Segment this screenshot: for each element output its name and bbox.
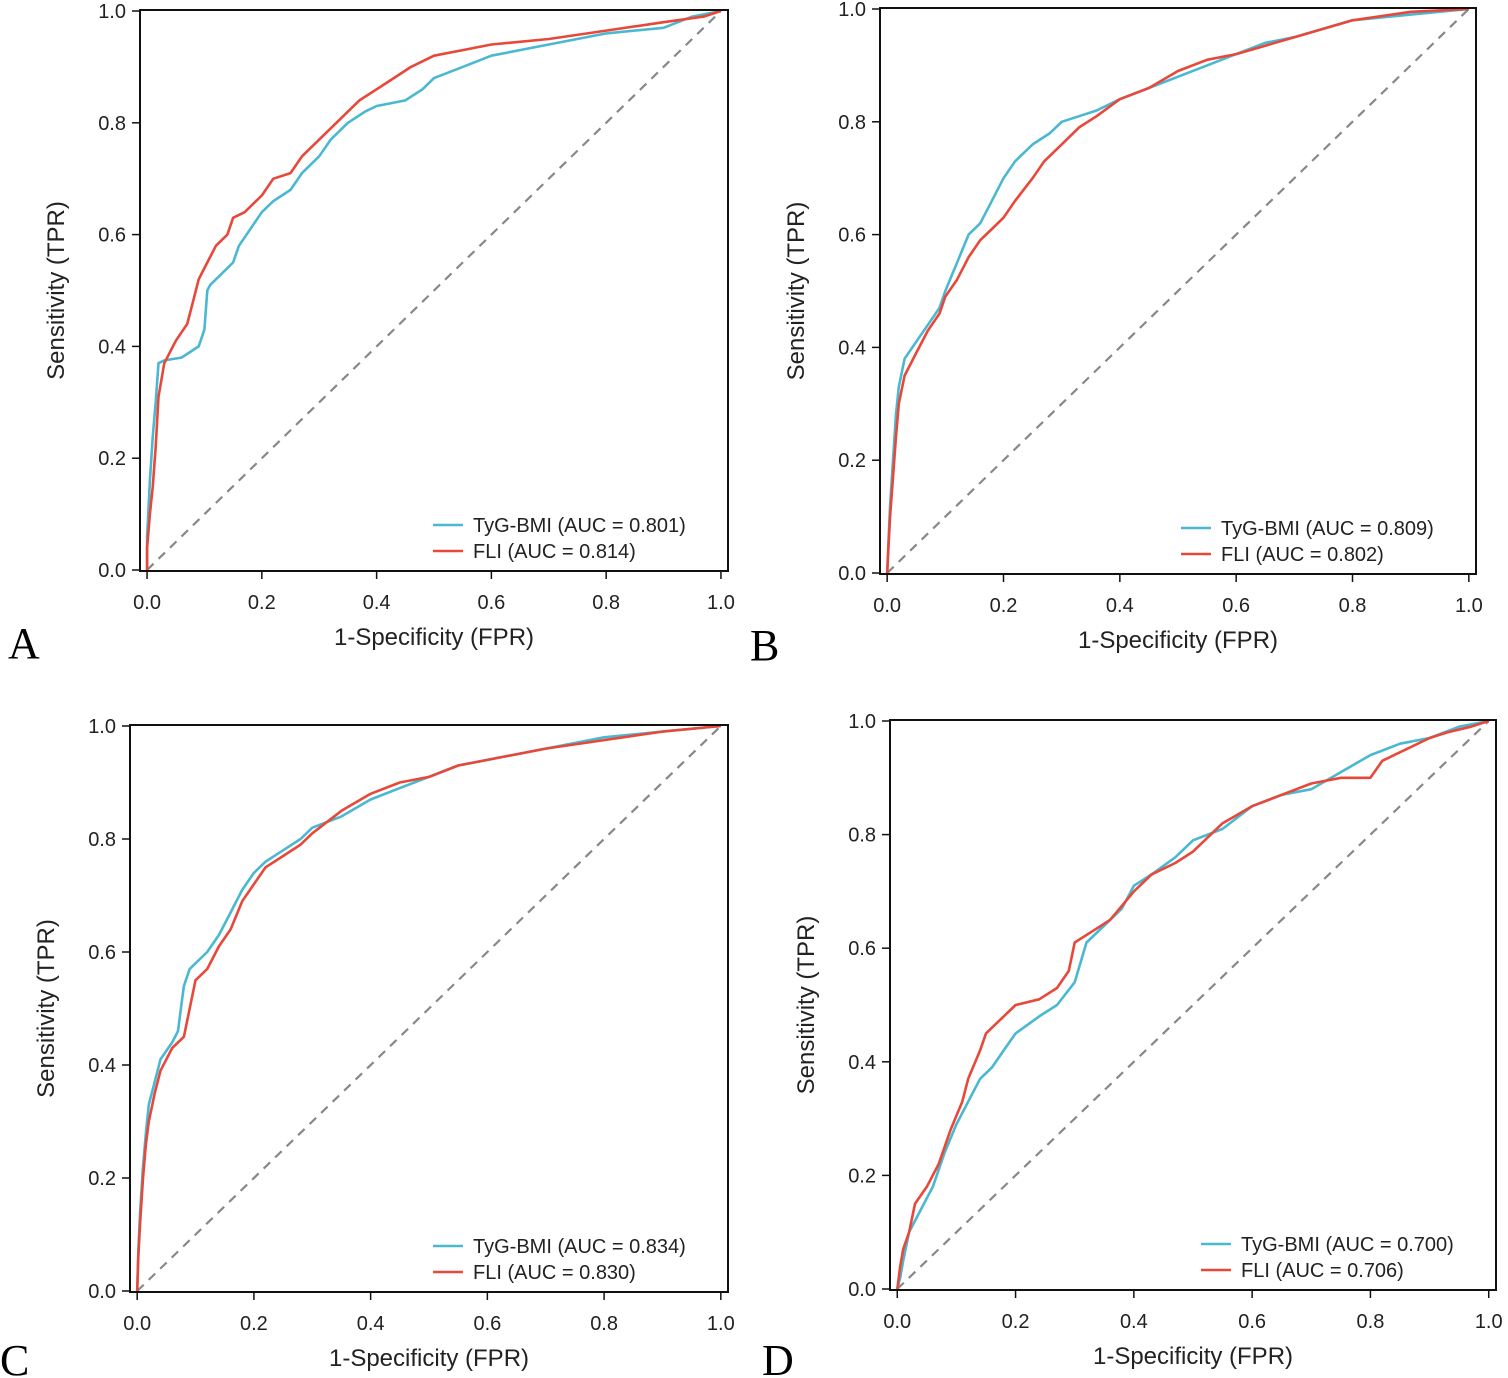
- y-tick-label: 0.8: [838, 112, 866, 134]
- tyg-bmi-legend-label: TyG-BMI (AUC = 0.809): [1221, 518, 1434, 540]
- x-tick-label: 0.4: [357, 1313, 385, 1335]
- y-axis-label: Sensitivity (TPR): [43, 201, 70, 380]
- y-tick-label: 0.4: [98, 336, 126, 358]
- tyg-bmi-legend-label: TyG-BMI (AUC = 0.700): [1241, 1234, 1454, 1256]
- x-axis-label: 1-Specificity (FPR): [334, 624, 534, 651]
- roc-panel-b: 0.0 0.2 0.4 0.6 0.8 1.0 0.0 0.2 0.4 0.6 0.8 1.0 1-Sp…: [750, 0, 1483, 670]
- x-tick-label: 0.6: [473, 1313, 501, 1335]
- y-tick-label: 0.6: [98, 225, 126, 247]
- y-tick-label: 1.0: [838, 0, 866, 21]
- x-tick-label: 0.0: [123, 1313, 151, 1335]
- y-tick-label: 0.2: [98, 448, 126, 470]
- x-tick-label: 0.4: [1120, 1311, 1148, 1333]
- x-tick-label: 0.2: [248, 592, 276, 614]
- tyg-bmi-roc-line: [896, 719, 1489, 1290]
- x-tick-label: 0.6: [1222, 595, 1250, 617]
- y-tick-label: 0.2: [88, 1168, 116, 1190]
- diagonal-reference-line: [896, 720, 1490, 1290]
- x-tick-label: 0.8: [592, 592, 620, 614]
- y-axis-label: Sensitivity (TPR): [33, 919, 60, 1098]
- fli-roc-line: [135, 724, 721, 1292]
- x-tick-label: 1.0: [1455, 595, 1483, 617]
- x-tick-label: 0.6: [1238, 1311, 1266, 1333]
- x-tick-label: 0.8: [590, 1313, 618, 1335]
- x-axis-label: 1-Specificity (FPR): [1078, 627, 1278, 654]
- diagonal-reference-line: [146, 10, 722, 571]
- x-axis-label: 1-Specificity (FPR): [1093, 1343, 1293, 1370]
- panel-letter: D: [762, 1336, 794, 1378]
- y-tick-label: 0.6: [88, 942, 116, 964]
- y-tick-label: 0.4: [838, 337, 866, 359]
- y-tick-label: 0.8: [848, 825, 876, 847]
- fli-legend-label: FLI (AUC = 0.830): [473, 1262, 636, 1284]
- y-tick-label: 0.0: [88, 1281, 116, 1303]
- x-tick-label: 1.0: [1475, 1311, 1503, 1333]
- fli-roc-line: [145, 9, 722, 570]
- x-tick-label: 0.8: [1357, 1311, 1385, 1333]
- roc-panel-d: 0.0 0.2 0.4 0.6 0.8 1.0 0.0 0.2 0.4 0.6 0.8 1.0 1-Sp…: [762, 711, 1503, 1378]
- x-tick-label: 1.0: [707, 1313, 735, 1335]
- x-tick-label: 0.2: [1002, 1311, 1030, 1333]
- panel-letter: C: [0, 1336, 29, 1378]
- y-axis-label: Sensitivity (TPR): [793, 916, 820, 1095]
- tyg-bmi-roc-line: [145, 9, 722, 570]
- fli-legend-label: FLI (AUC = 0.802): [1221, 544, 1384, 566]
- x-tick-label: 0.0: [133, 592, 161, 614]
- y-tick-label: 0.4: [88, 1055, 116, 1077]
- fli-legend-label: FLI (AUC = 0.814): [473, 541, 636, 563]
- y-tick-label: 0.6: [838, 225, 866, 247]
- x-tick-label: 0.0: [873, 595, 901, 617]
- plot-frame: [129, 724, 729, 1293]
- x-tick-label: 0.0: [883, 1311, 911, 1333]
- tyg-bmi-legend-label: TyG-BMI (AUC = 0.834): [473, 1236, 686, 1258]
- y-tick-label: 1.0: [88, 716, 116, 738]
- panel-letter: A: [8, 619, 40, 668]
- diagonal-reference-line: [136, 725, 722, 1292]
- tyg-bmi-legend-label: TyG-BMI (AUC = 0.801): [473, 515, 686, 537]
- y-tick-label: 0.0: [838, 563, 866, 585]
- y-tick-label: 1.0: [98, 1, 126, 23]
- plot-frame: [889, 719, 1497, 1291]
- fli-roc-line: [885, 7, 1469, 574]
- y-tick-label: 0.4: [848, 1052, 876, 1074]
- roc-panel-c: 0.0 0.2 0.4 0.6 0.8 1.0 0.0 0.2 0.4 0.6 0.8 1.0 1-Sp…: [0, 716, 735, 1378]
- y-tick-label: 0.8: [98, 113, 126, 135]
- y-tick-label: 0.2: [838, 450, 866, 472]
- plot-frame: [139, 9, 729, 572]
- x-tick-label: 0.2: [240, 1313, 268, 1335]
- roc-panel-a: 0.0 0.2 0.4 0.6 0.8 1.0 0.0 0.2 0.4 0.6 0.8 1.0 1-Sp…: [8, 1, 735, 668]
- x-tick-label: 1.0: [707, 592, 735, 614]
- x-tick-label: 0.2: [990, 595, 1018, 617]
- plot-frame: [879, 7, 1477, 575]
- x-tick-label: 0.6: [477, 592, 505, 614]
- y-tick-label: 0.8: [88, 829, 116, 851]
- y-tick-label: 0.6: [848, 938, 876, 960]
- x-axis-label: 1-Specificity (FPR): [329, 1345, 529, 1372]
- y-tick-label: 0.0: [98, 560, 126, 582]
- y-tick-label: 0.0: [848, 1279, 876, 1301]
- y-axis-label: Sensitivity (TPR): [783, 202, 810, 381]
- x-tick-label: 0.4: [1106, 595, 1134, 617]
- x-tick-label: 0.8: [1339, 595, 1367, 617]
- fli-roc-line: [896, 719, 1490, 1290]
- fli-legend-label: FLI (AUC = 0.706): [1241, 1260, 1404, 1282]
- diagonal-reference-line: [886, 8, 1470, 574]
- y-tick-label: 0.2: [848, 1165, 876, 1187]
- panel-letter: B: [750, 621, 779, 670]
- x-tick-label: 0.4: [363, 592, 391, 614]
- y-tick-label: 1.0: [848, 711, 876, 733]
